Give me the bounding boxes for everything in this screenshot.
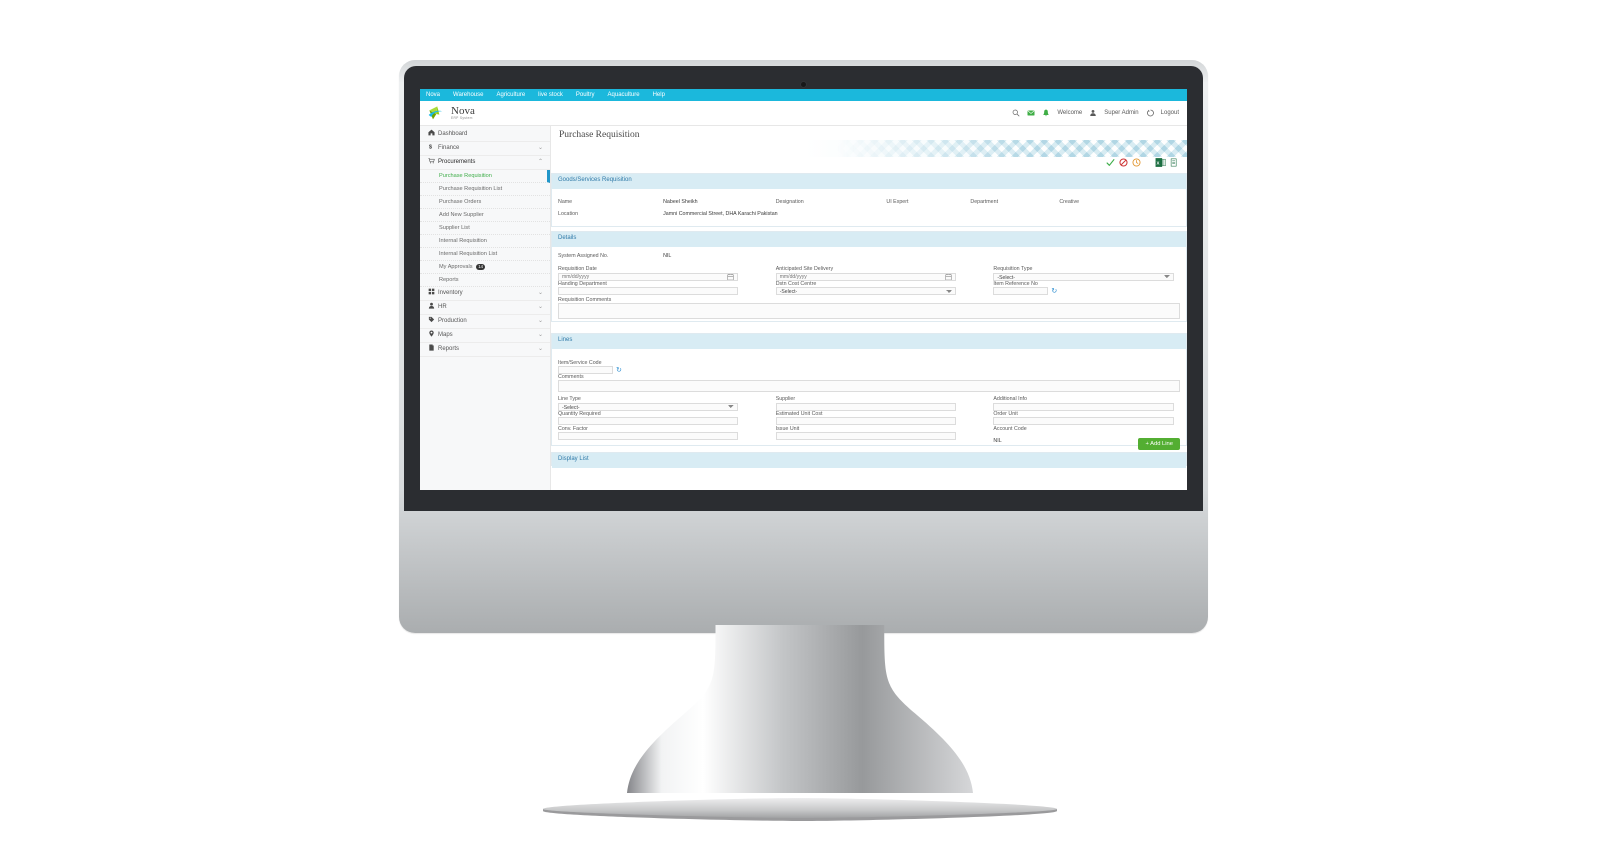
svg-text:X: X: [1156, 160, 1159, 165]
svg-text:$: $: [429, 145, 433, 150]
